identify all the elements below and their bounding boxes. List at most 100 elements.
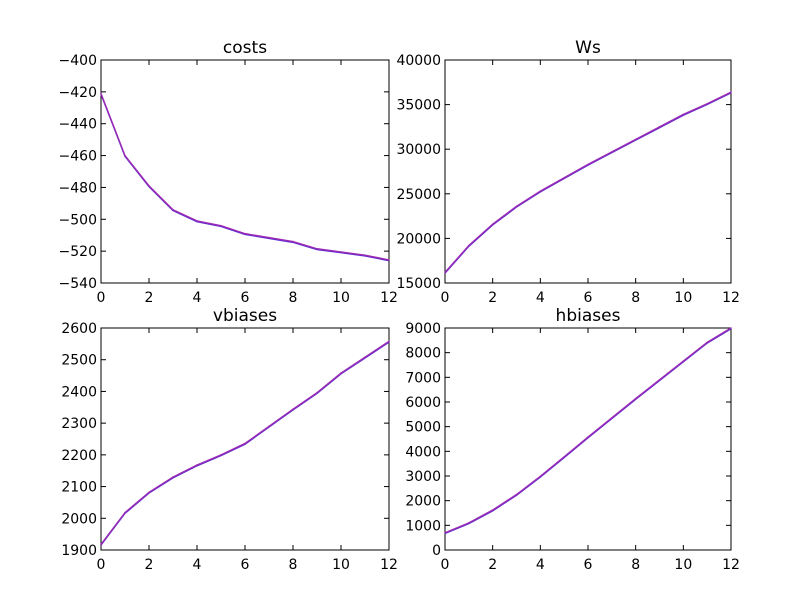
data-point — [220, 224, 222, 227]
data-point — [611, 416, 613, 419]
data-point — [634, 138, 637, 141]
x-tick-label: 4 — [536, 290, 545, 306]
axes-frame — [444, 59, 732, 284]
data-point — [220, 454, 222, 456]
x-tick-label: 6 — [241, 290, 250, 306]
data-point — [292, 408, 294, 410]
y-tick-label: −540 — [59, 276, 97, 292]
data-point — [388, 259, 390, 261]
y-tick-label: 5000 — [405, 420, 441, 436]
x-tick-label: 0 — [97, 290, 106, 306]
x-tick-label: 8 — [289, 557, 298, 573]
data-point — [706, 341, 708, 344]
y-tick-label: −420 — [59, 85, 97, 101]
y-tick-label: 2600 — [61, 321, 97, 337]
chart-panel-hbiases: 0 2 4 6 8 10 12 0 1000 2000 3000 4000 5000 6000 7000 80… — [405, 306, 740, 573]
x-tick-label: 12 — [380, 290, 398, 306]
chart-panel-vbiases: 0 2 4 6 8 10 12 1900 2000 2100 2200 2300 2400 2500 260… — [61, 306, 398, 573]
x-tick-label: 6 — [584, 557, 593, 573]
x-tick-label: 10 — [674, 557, 692, 573]
y-tick-label: 2100 — [61, 480, 97, 496]
chart-title: costs — [223, 38, 267, 58]
data-point — [634, 397, 637, 400]
data-point — [268, 236, 270, 239]
y-tick-label: 2300 — [61, 416, 97, 432]
y-tick-label: 3000 — [405, 469, 441, 485]
chart-panel-Ws: 0 2 4 6 8 10 12 15000 20000 25000 30000 35000 40000 W… — [396, 38, 739, 306]
chart-title: Ws — [575, 38, 601, 58]
x-tick-label: 10 — [674, 290, 692, 306]
data-point — [515, 205, 518, 208]
data-point — [658, 126, 661, 128]
y-tick-label: −440 — [59, 117, 97, 133]
data-point — [563, 176, 565, 179]
data-point — [587, 163, 589, 166]
data-point — [658, 379, 661, 381]
data-point — [611, 151, 613, 153]
data-point — [491, 223, 494, 225]
x-tick-label: 6 — [241, 557, 250, 573]
x-tick-label: 2 — [488, 557, 497, 573]
data-point — [148, 185, 150, 187]
y-tick-label: 2200 — [61, 448, 97, 464]
y-tick-label: 20000 — [396, 231, 441, 247]
data-point — [539, 190, 542, 192]
data-point — [730, 91, 732, 93]
x-tick-label: 0 — [97, 557, 106, 573]
data-point — [244, 442, 246, 445]
y-tick-label: 9000 — [405, 321, 441, 337]
x-tick-label: 10 — [332, 557, 350, 573]
data-point — [316, 247, 318, 250]
y-tick-label: 0 — [432, 543, 441, 559]
data-point — [268, 425, 270, 428]
data-point — [388, 340, 390, 343]
y-tick-label: −520 — [59, 244, 97, 260]
data-point — [172, 476, 174, 478]
x-tick-label: 4 — [536, 557, 545, 573]
data-point — [706, 102, 708, 105]
chart-panel-costs: 0 2 4 6 8 10 12 −540 −520 −500 −480 −460 −440 −420 −40… — [59, 38, 398, 306]
data-point — [244, 232, 246, 235]
data-point — [563, 455, 565, 458]
x-tick-label: 10 — [332, 290, 350, 306]
y-tick-label: 15000 — [396, 276, 441, 292]
x-tick-label: 8 — [631, 557, 640, 573]
x-tick-label: 12 — [722, 290, 740, 306]
x-tick-label: 6 — [584, 290, 593, 306]
data-point — [316, 391, 318, 394]
y-tick-label: 8000 — [405, 346, 441, 362]
y-tick-label: 1000 — [405, 518, 441, 534]
y-tick-label: 2400 — [61, 384, 97, 400]
data-point — [468, 522, 470, 524]
data-point — [587, 436, 589, 438]
x-tick-label: 4 — [193, 557, 202, 573]
y-tick-label: −400 — [59, 53, 97, 69]
data-point — [172, 208, 174, 211]
data-point — [515, 493, 518, 496]
x-tick-label: 0 — [441, 557, 450, 573]
x-tick-label: 0 — [441, 290, 450, 306]
data-point — [468, 244, 470, 247]
data-point — [364, 254, 366, 256]
y-tick-label: 30000 — [396, 142, 441, 158]
y-tick-label: 2500 — [61, 353, 97, 369]
x-tick-label: 2 — [145, 290, 154, 306]
data-point — [682, 113, 685, 116]
data-point — [196, 220, 198, 222]
data-point — [292, 240, 294, 243]
x-tick-label: 12 — [380, 557, 398, 573]
data-point — [539, 475, 542, 478]
y-tick-label: 6000 — [405, 395, 441, 411]
y-tick-label: 2000 — [61, 511, 97, 527]
data-point — [124, 511, 126, 514]
y-tick-label: 2000 — [405, 494, 441, 510]
chart-title: vbiases — [213, 306, 277, 326]
y-tick-label: 25000 — [396, 187, 441, 203]
data-point — [148, 491, 150, 494]
data-point — [491, 509, 494, 511]
y-tick-label: −500 — [59, 212, 97, 228]
data-point — [340, 251, 342, 253]
data-point — [364, 356, 366, 358]
y-tick-label: 35000 — [396, 98, 441, 114]
